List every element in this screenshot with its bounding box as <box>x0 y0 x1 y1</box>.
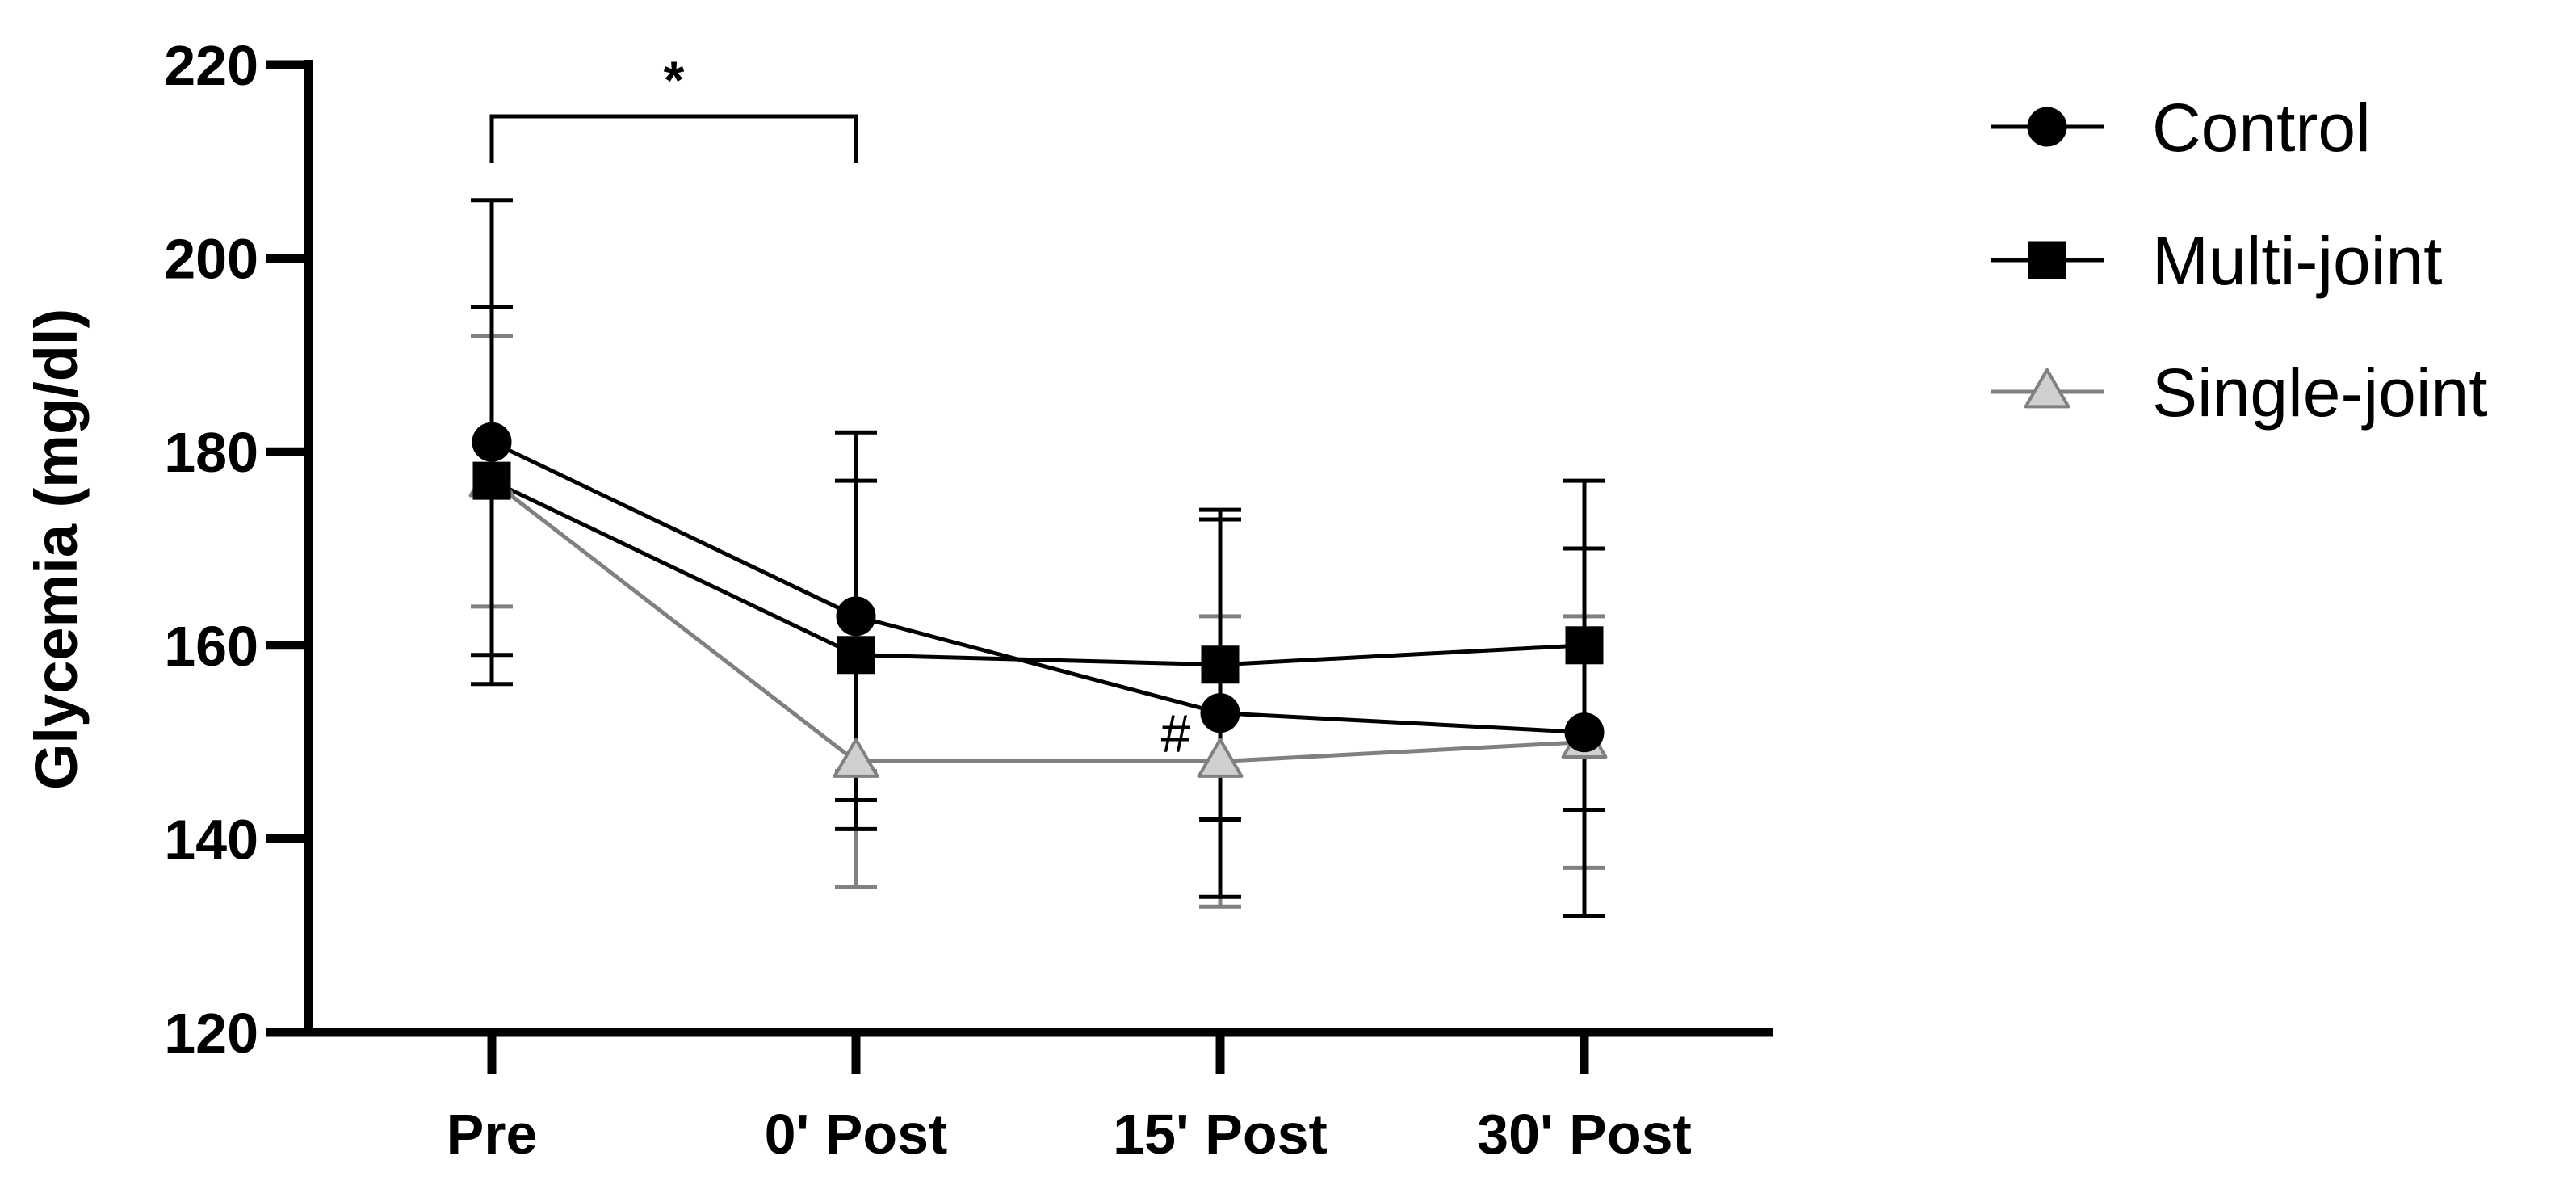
legend-marker-square <box>2028 241 2066 279</box>
line-multi-joint <box>490 478 1585 667</box>
legend-label: Multi-joint <box>2152 223 2442 299</box>
point-control <box>472 422 512 462</box>
point-multi-joint <box>1565 626 1604 665</box>
point-single-joint <box>1197 738 1244 778</box>
series-lines <box>490 439 1585 764</box>
legend-label: Single-joint <box>2152 355 2488 431</box>
series-markers <box>468 422 1608 778</box>
x-tick-label: 0' Post <box>765 1103 948 1166</box>
annotations: * # <box>489 50 1191 763</box>
point-control <box>836 596 876 637</box>
point-multi-joint <box>1201 645 1240 684</box>
point-multi-joint <box>472 461 511 500</box>
y-tick-label: 220 <box>164 34 258 97</box>
point-control <box>1564 712 1605 753</box>
legend-item-multi-joint: Multi-joint <box>1991 223 2442 299</box>
x-tick-label: Pre <box>447 1103 538 1166</box>
hash-annotation: # <box>1161 704 1191 763</box>
x-tick-label: 15' Post <box>1113 1103 1328 1166</box>
point-control <box>1200 693 1240 733</box>
line-control <box>490 439 1585 735</box>
y-tick-label: 140 <box>164 808 258 871</box>
legend-item-single-joint: Single-joint <box>1991 355 2488 431</box>
y-tick-label: 160 <box>164 615 258 678</box>
axes: 120 140 160 180 200 220 Pre 0' Post 15' Post 30' … <box>164 34 1773 1166</box>
point-multi-joint <box>837 636 875 675</box>
legend-marker-triangle <box>2024 368 2070 409</box>
legend-marker-circle <box>2027 107 2067 147</box>
legend-label: Control <box>2152 90 2371 166</box>
legend-item-control: Control <box>1991 90 2371 166</box>
y-tick-label: 120 <box>164 1002 258 1065</box>
y-tick-label: 200 <box>164 228 258 291</box>
line-single-joint <box>490 479 1585 764</box>
x-tick-label: 30' Post <box>1477 1103 1692 1166</box>
significance-star: * <box>664 50 685 110</box>
error-bars <box>471 198 1605 918</box>
y-tick-label: 180 <box>164 421 258 484</box>
y-axis-title: Glycemia (mg/dl) <box>23 309 90 790</box>
legend: Control Multi-joint Single-joint <box>1991 90 2488 431</box>
point-single-joint <box>833 738 879 778</box>
significance-bracket <box>489 114 858 163</box>
